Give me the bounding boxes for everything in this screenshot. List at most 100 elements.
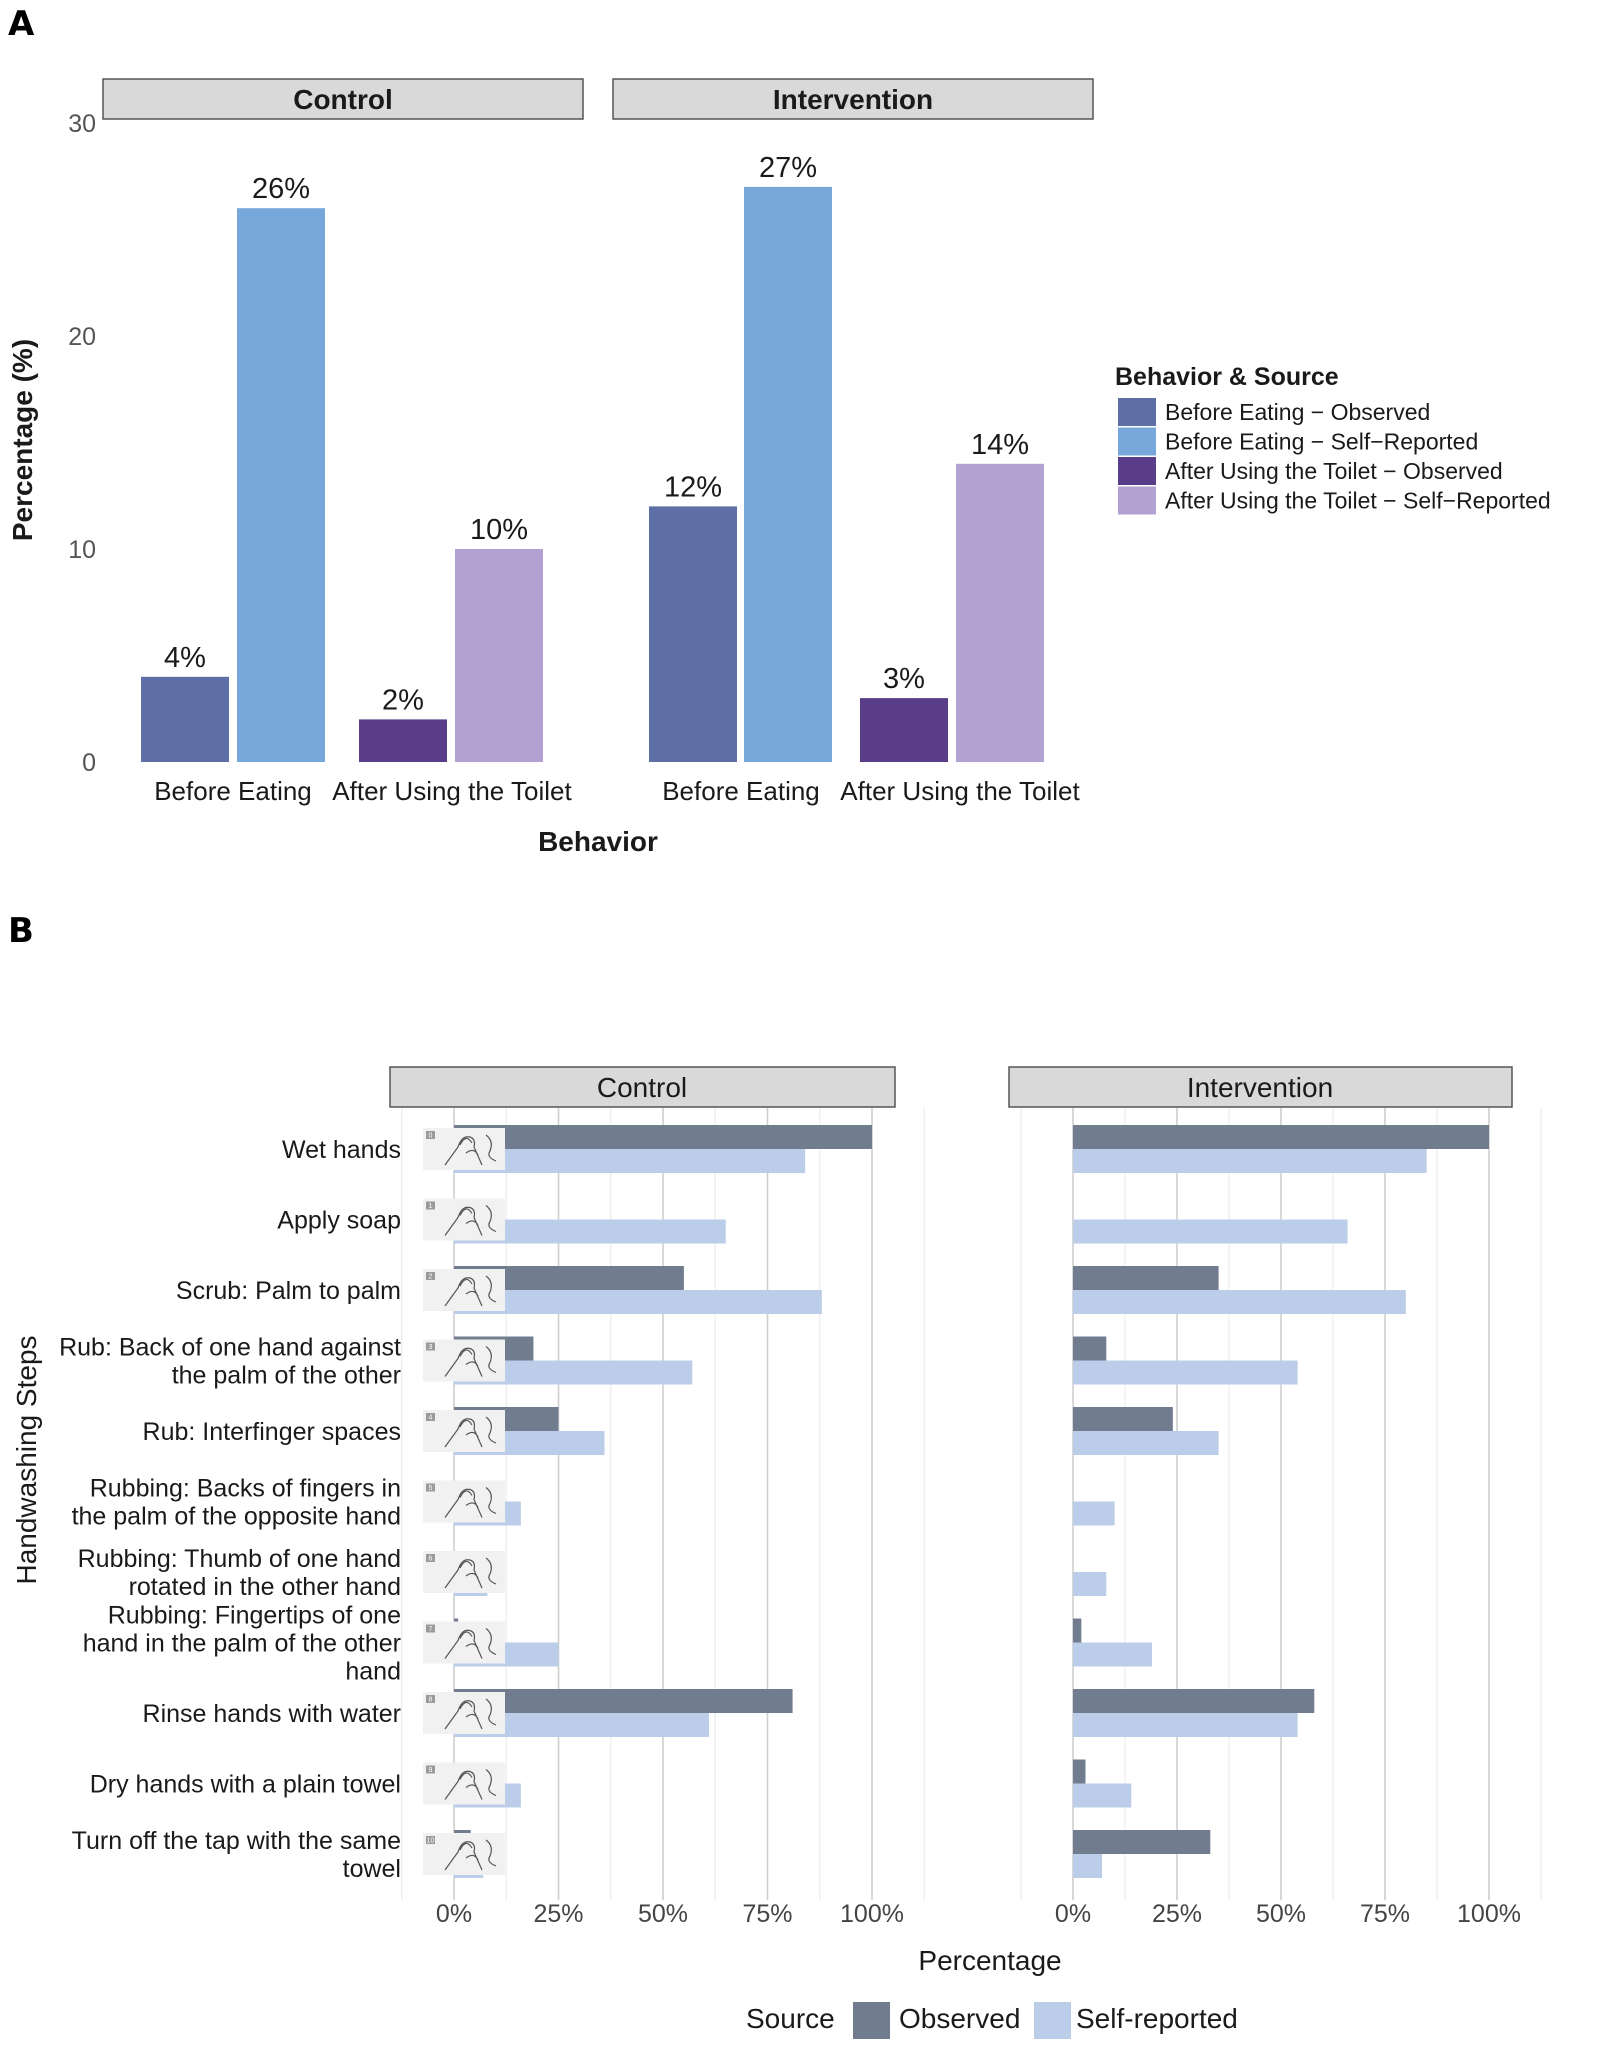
bar-intervention-0	[649, 506, 737, 762]
y-tick-label: Dry hands with a plain towel	[90, 1771, 401, 1799]
legend: Source Observed Self-reported	[746, 2002, 1238, 2039]
bar-observed-control	[454, 1689, 793, 1713]
panel-letter-b: B	[8, 911, 34, 951]
bar-value-label: 2%	[382, 684, 424, 716]
svg-text:6: 6	[429, 1556, 433, 1563]
legend: Behavior & Source Before Eating − Observ…	[1115, 363, 1551, 515]
hand-illustration-icon: 7	[423, 1621, 505, 1664]
hand-illustration-icon: 4	[423, 1410, 505, 1452]
legend-title: Source	[746, 2003, 835, 2034]
facet-label: Control	[293, 84, 393, 115]
y-tick-label: Wet hands	[282, 1136, 401, 1164]
bar-value-label: 10%	[470, 514, 528, 546]
svg-text:5: 5	[429, 1485, 433, 1492]
y-tick-label: 10	[68, 536, 96, 564]
bar-observed-control	[454, 1125, 872, 1149]
bar-intervention-2	[860, 698, 948, 762]
bars: 4% 26% 2% 10% 12% 27% 3% 14%	[141, 152, 1044, 762]
y-tick-label: Rubbing: Thumb of one hand	[78, 1545, 401, 1573]
bar-self-reported-control	[454, 1290, 822, 1314]
svg-text:8: 8	[429, 1697, 433, 1704]
bar-self-reported-control	[454, 1149, 806, 1173]
y-axis-title: Percentage (%)	[7, 339, 38, 541]
bar-value-label: 14%	[971, 429, 1029, 461]
legend-label-self-reported: Self-reported	[1076, 2003, 1238, 2034]
bar-self-reported-intervention	[1073, 1431, 1219, 1455]
y-tick-label: hand in the palm of the other	[83, 1630, 401, 1658]
hand-illustration-icon: 6	[423, 1551, 505, 1593]
y-tick-label: hand	[345, 1658, 401, 1686]
bar-observed-intervention	[1073, 1125, 1489, 1149]
bar-intervention-1	[744, 186, 832, 762]
y-tick-label: 20	[68, 323, 96, 351]
legend-swatch-observed	[853, 2002, 890, 2039]
y-tick-label: towel	[343, 1855, 401, 1883]
bars	[454, 1125, 1489, 1878]
y-tick-label: Rub: Back of one hand against	[59, 1334, 401, 1362]
legend-label: After Using the Toilet − Self−Reported	[1165, 488, 1551, 514]
bar-value-label: 4%	[164, 642, 206, 674]
facet-strip-control: Control	[102, 78, 584, 120]
y-axis-ticks: 0 10 20 30	[68, 110, 96, 777]
x-tick-label: 75%	[1360, 1900, 1410, 1928]
bar-observed-intervention	[1073, 1266, 1219, 1290]
y-tick-label: Rinse hands with water	[143, 1700, 401, 1728]
facet-strip-intervention: Intervention	[1008, 1066, 1513, 1108]
bar-value-label: 26%	[252, 173, 310, 205]
svg-text:9: 9	[429, 1767, 433, 1774]
x-axis-title: Behavior	[538, 826, 658, 857]
svg-text:3: 3	[429, 1344, 433, 1351]
panel-letter-a: A	[8, 4, 35, 44]
bar-self-reported-intervention	[1073, 1149, 1427, 1173]
bar-observed-intervention	[1073, 1407, 1173, 1431]
legend-swatch	[1118, 427, 1156, 456]
bar-control-2	[359, 719, 447, 762]
y-tick-label: 0	[82, 749, 96, 777]
bar-self-reported-intervention	[1073, 1290, 1406, 1314]
x-axis-title: Percentage	[918, 1945, 1061, 1976]
panel-b-chart: Control Intervention 0 1 2 3 4 5 6 7 8 9 10 Wet ha…	[11, 1066, 1542, 2039]
bar-observed-intervention	[1073, 1830, 1211, 1854]
facet-label: Intervention	[1187, 1072, 1333, 1103]
facet-label: Control	[597, 1072, 687, 1103]
svg-text:7: 7	[429, 1626, 433, 1633]
hand-illustration-icon: 10	[423, 1833, 505, 1875]
bar-self-reported-intervention	[1073, 1642, 1153, 1667]
svg-text:2: 2	[429, 1274, 433, 1281]
x-tick-label: Before Eating	[662, 776, 820, 806]
hand-illustration-icon: 2	[423, 1269, 505, 1311]
bar-value-label: 12%	[664, 471, 722, 503]
facet-strip-control: Control	[389, 1066, 896, 1108]
hand-illustration-icon: 8	[423, 1692, 505, 1734]
bar-self-reported-intervention	[1073, 1360, 1298, 1385]
bar-intervention-3	[956, 463, 1044, 762]
bar-control-1	[237, 208, 325, 762]
step-icons: 0 1 2 3 4 5 6 7 8 9 10	[423, 1128, 505, 1875]
legend-label-observed: Observed	[899, 2003, 1020, 2034]
bar-observed-intervention	[1073, 1759, 1086, 1784]
bar-control-0	[141, 676, 229, 762]
bar-observed-intervention	[1073, 1618, 1082, 1643]
x-tick-label: 25%	[1152, 1900, 1202, 1928]
legend-swatch	[1118, 486, 1156, 515]
hand-illustration-icon: 5	[423, 1480, 505, 1523]
x-tick-label: After Using the Toilet	[332, 776, 572, 806]
x-tick-label: 0%	[436, 1900, 472, 1928]
y-tick-labels: Wet hands Apply soap Scrub: Palm to palm Ru…	[59, 1136, 401, 1883]
y-tick-label: Rubbing: Fingertips of one	[108, 1602, 401, 1630]
x-axis-ticks: 0% 25% 50% 75% 100% 0% 25% 50% 75% 100%	[436, 1900, 1521, 1928]
svg-text:4: 4	[429, 1415, 433, 1422]
legend-label: Before Eating − Observed	[1165, 399, 1430, 425]
y-tick-label: Turn off the tap with the same	[72, 1827, 401, 1855]
hand-illustration-icon: 0	[423, 1128, 505, 1170]
bar-value-label: 27%	[759, 152, 817, 184]
x-tick-label: 50%	[638, 1900, 688, 1928]
facet-strip-intervention: Intervention	[612, 78, 1094, 120]
hand-illustration-icon: 1	[423, 1198, 505, 1241]
y-tick-label: rotated in the other hand	[129, 1573, 401, 1601]
y-tick-label: Rub: Interfinger spaces	[143, 1418, 401, 1446]
bar-self-reported-intervention	[1073, 1713, 1298, 1737]
bar-self-reported-intervention	[1073, 1219, 1348, 1244]
y-tick-label: Scrub: Palm to palm	[176, 1277, 401, 1305]
